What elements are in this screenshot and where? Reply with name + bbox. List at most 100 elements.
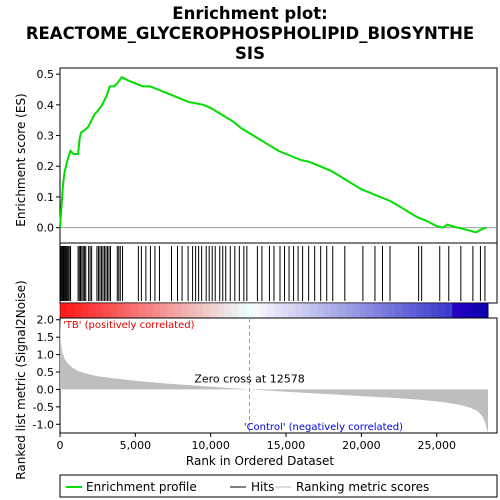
rank-color-segment: [166, 303, 175, 318]
es-ytick-label: 0.3: [37, 130, 55, 143]
rank-color-segment: [345, 303, 353, 318]
rank-color-segment: [416, 303, 425, 318]
rank-color-segment: [181, 303, 189, 318]
rank-color-segment: [67, 303, 75, 318]
es-ytick-label: 0.1: [37, 191, 55, 204]
legend-hits-label: Hits: [251, 480, 274, 494]
hits-frame: [59, 242, 498, 304]
rank-color-segment: [109, 303, 118, 318]
hits-panel: [59, 242, 498, 304]
rank-color-segment: [466, 303, 475, 318]
es-panel: 0.0 0.1 0.2 0.3 0.4 0.5 Enrichment score (ES): [14, 67, 498, 244]
rank-color-segment: [352, 303, 361, 318]
rank-ytick-label: 1.5: [37, 331, 55, 344]
rank-color-segment: [359, 303, 368, 318]
rank-color-segment: [295, 303, 304, 318]
rank-color-segment: [74, 303, 82, 318]
rank-color-segment: [302, 303, 311, 318]
rank-color-segment: [388, 303, 396, 318]
negative-correlation-label: 'Control' (negatively correlated): [244, 422, 403, 433]
rank-color-segment: [174, 303, 182, 318]
rank-color-segment: [395, 303, 403, 318]
rank-color-segment: [131, 303, 139, 318]
chart-title-line1: Enrichment plot:: [172, 4, 327, 23]
rank-color-segment: [331, 303, 339, 318]
rank-color-segment: [438, 303, 446, 318]
enrichment-profile-line: [59, 75, 487, 234]
rank-color-segment: [195, 303, 204, 318]
x-axis: 0 5,000 10,000 15,000 20,000 25,000: [57, 433, 456, 452]
rank-color-segment: [102, 303, 111, 318]
x-tick-label: 15,000: [267, 439, 306, 452]
es-ytick-label: 0.0: [37, 222, 55, 235]
rank-color-segment: [252, 303, 261, 318]
rank-color-segment: [81, 303, 90, 318]
rank-color-segment: [224, 303, 232, 318]
x-tick-label: 5,000: [120, 439, 152, 452]
rank-color-segment: [145, 303, 154, 318]
rank-color-segment: [445, 303, 453, 318]
rank-ytick-label: 2.0: [37, 314, 55, 327]
legend-box: [59, 474, 498, 498]
x-tick-label: 20,000: [342, 439, 381, 452]
rank-color-segment: [60, 303, 68, 318]
legend-enrichment-label: Enrichment profile: [86, 480, 197, 494]
rank-ylabel: Ranked list metric (Signal2Noise): [14, 280, 28, 479]
rank-color-segment: [373, 303, 382, 318]
rank-color-segment: [402, 303, 410, 318]
rank-color-segment: [459, 303, 468, 318]
es-ytick-label: 0.2: [37, 160, 55, 173]
es-ytick-label: 0.4: [37, 99, 55, 112]
rank-color-segment: [266, 303, 275, 318]
rank-color-segment: [188, 303, 197, 318]
x-axis-label: Rank in Ordered Dataset: [186, 454, 334, 468]
legend-ranking-label: Ranking metric scores: [296, 480, 429, 494]
rank-color-segment: [430, 303, 439, 318]
rank-ytick-label: 0.5: [37, 366, 55, 379]
chart-title-line2: REACTOME_GLYCEROPHOSPHOLIPID_BIOSYNTHE: [26, 24, 474, 43]
es-ylabel: Enrichment score (ES): [14, 93, 28, 226]
rank-color-segment: [209, 303, 218, 318]
positive-correlation-label: 'TB' (positively correlated): [63, 320, 195, 331]
rank-color-bar: [59, 302, 489, 319]
rank-color-segment: [138, 303, 147, 318]
rank-color-segment: [245, 303, 254, 318]
rank-color-segment: [309, 303, 318, 318]
rank-color-segment: [117, 303, 125, 318]
ranking-metric-panel: Zero cross at 12578 'TB' (positively cor…: [14, 280, 498, 480]
rank-color-segment: [281, 303, 289, 318]
x-tick-label: 25,000: [417, 439, 456, 452]
rank-color-segment: [273, 303, 282, 318]
rank-color-segment: [480, 303, 489, 318]
rank-ytick-label: 0.0: [37, 383, 55, 396]
rank-color-segment: [366, 303, 375, 318]
rank-color-segment: [216, 303, 225, 318]
rank-color-segment: [159, 303, 168, 318]
es-ytick-label: 0.5: [37, 68, 55, 81]
rank-color-segment: [423, 303, 432, 318]
x-tick-label: 10,000: [191, 439, 230, 452]
rank-color-segment: [231, 303, 239, 318]
rank-color-segment: [452, 303, 460, 318]
rank-color-segment: [409, 303, 418, 318]
rank-color-segment: [152, 303, 161, 318]
rank-color-segment: [259, 303, 268, 318]
rank-color-segment: [380, 303, 389, 318]
es-plot-frame: [59, 67, 498, 244]
rank-color-segment: [338, 303, 346, 318]
rank-color-segment: [288, 303, 296, 318]
rank-color-segment: [238, 303, 246, 318]
rank-ytick-label: -1.0: [33, 418, 54, 431]
rank-ytick-label: 1.0: [37, 349, 55, 362]
legend: Enrichment profile Hits Ranking metric s…: [59, 474, 498, 498]
rank-color-segment: [95, 303, 104, 318]
zero-cross-label: Zero cross at 12578: [194, 372, 304, 385]
rank-color-segment: [202, 303, 211, 318]
x-tick-label: 0: [57, 439, 64, 452]
chart-title-line3: SIS: [235, 44, 265, 63]
rank-color-segment: [88, 303, 97, 318]
rank-color-segment: [124, 303, 132, 318]
rank-color-segment: [316, 303, 325, 318]
rank-color-segment: [473, 303, 482, 318]
